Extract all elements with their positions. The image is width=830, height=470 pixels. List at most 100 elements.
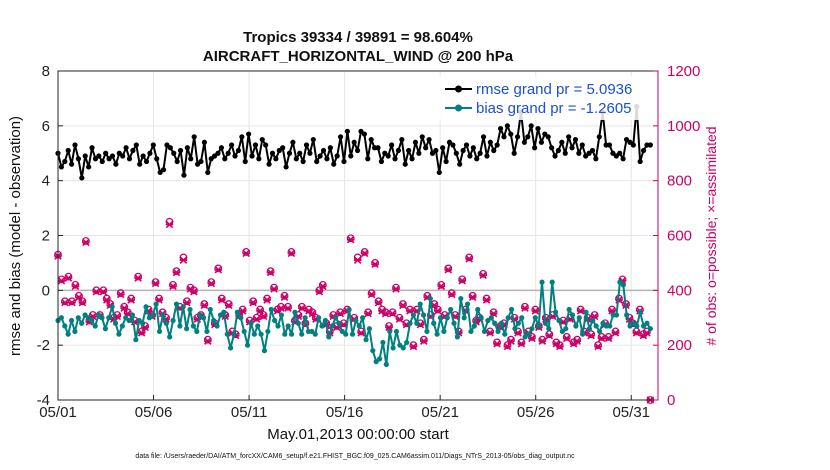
bias-series-point bbox=[434, 331, 440, 337]
rmse-series-point bbox=[123, 145, 129, 151]
obs-possible-marker bbox=[458, 275, 467, 284]
rmse-series-point bbox=[637, 158, 643, 165]
bias-series-point bbox=[475, 306, 481, 313]
bias-series-point bbox=[129, 312, 136, 318]
y-tick-label: 6 bbox=[42, 118, 50, 135]
obs-possible-marker bbox=[576, 305, 585, 314]
rmse-series-point bbox=[280, 145, 286, 151]
obs-assimilated-marker bbox=[284, 304, 292, 312]
obs-possible-marker bbox=[238, 305, 247, 314]
rmse-series-point bbox=[576, 150, 582, 156]
bias-series-point bbox=[288, 331, 295, 337]
x-tick-label: 05/01 bbox=[39, 404, 77, 421]
rmse-series-point bbox=[552, 153, 558, 159]
rmse-series-point bbox=[399, 136, 405, 143]
bias-series-point bbox=[119, 323, 125, 329]
bias-series-point bbox=[89, 317, 95, 324]
rmse-series-point bbox=[365, 156, 371, 162]
rmse-series-point bbox=[508, 131, 514, 137]
obs-assimilated-marker bbox=[64, 274, 73, 282]
bias-series-point bbox=[112, 320, 119, 326]
bias-series-point bbox=[448, 306, 454, 313]
obs-assimilated-marker bbox=[409, 342, 418, 351]
bias-series-point bbox=[546, 326, 552, 332]
bias-series-point bbox=[268, 306, 274, 313]
rmse-series-point bbox=[320, 147, 327, 154]
obs-assimilated-marker bbox=[116, 290, 125, 299]
obs-assimilated-marker bbox=[364, 309, 372, 318]
rmse-series-point bbox=[181, 172, 187, 178]
bias-series-point bbox=[272, 317, 278, 324]
bias-series-point bbox=[292, 309, 298, 315]
obs-possible-marker bbox=[437, 280, 446, 289]
bias-series-point bbox=[194, 328, 200, 335]
chart-subtitle: AIRCRAFT_HORIZONTAL_WIND @ 200 hPa bbox=[203, 48, 514, 65]
bias-series-point bbox=[173, 301, 180, 307]
rmse-series-point bbox=[198, 158, 204, 165]
y-right-tick-label: 800 bbox=[667, 173, 692, 190]
rmse-series-point bbox=[525, 134, 531, 140]
bias-series-point bbox=[346, 306, 352, 313]
bias-series-point bbox=[92, 323, 98, 329]
obs-possible-marker bbox=[426, 311, 435, 319]
rmse-series-point bbox=[229, 142, 235, 148]
bias-series-point bbox=[102, 326, 108, 332]
rmse-series-point bbox=[463, 142, 470, 148]
obs-possible-marker bbox=[611, 327, 620, 336]
obs-possible-marker bbox=[120, 302, 129, 311]
rmse-series-point bbox=[225, 150, 231, 156]
obs-possible-marker bbox=[367, 289, 376, 297]
bias-series-point bbox=[163, 320, 169, 326]
rmse-series-point bbox=[239, 134, 245, 140]
obs-possible-marker bbox=[242, 248, 251, 256]
obs-assimilated-marker bbox=[151, 279, 160, 288]
obs-assimilated-marker bbox=[57, 276, 66, 285]
obs-possible-marker bbox=[287, 248, 296, 256]
bias-series-point bbox=[529, 326, 535, 332]
rmse-series-point bbox=[109, 153, 116, 159]
bias-series-point bbox=[508, 306, 515, 313]
legend-bias-label: bias grand pr = -1.2605 bbox=[476, 100, 632, 117]
obs-assimilated-marker bbox=[594, 342, 602, 351]
rmse-series-point bbox=[160, 167, 167, 173]
bias-series-point bbox=[549, 279, 555, 285]
obs-possible-marker bbox=[151, 278, 160, 287]
obs-assimilated-marker bbox=[190, 287, 198, 296]
rmse-series-point bbox=[470, 145, 476, 151]
data-file-footnote: data file: /Users/raeder/DAI/ATM_forcXX/… bbox=[135, 453, 575, 460]
obs-assimilated-marker bbox=[252, 315, 261, 323]
obs-possible-marker bbox=[489, 308, 498, 317]
bias-series-point bbox=[150, 312, 156, 318]
bias-series-point bbox=[620, 282, 626, 288]
bias-series-point bbox=[458, 295, 464, 302]
bias-series-point bbox=[170, 317, 176, 324]
rmse-series-point bbox=[171, 150, 177, 156]
legend-box bbox=[438, 76, 654, 120]
rmse-series-point bbox=[514, 134, 521, 140]
rmse-series-point bbox=[412, 139, 419, 145]
obs-assimilated-marker bbox=[263, 296, 271, 304]
bias-series-point bbox=[349, 331, 356, 337]
bias-series-point bbox=[495, 328, 501, 335]
obs-possible-marker bbox=[364, 308, 373, 317]
rmse-series-point bbox=[310, 136, 316, 143]
bias-series-line bbox=[57, 281, 652, 366]
rmse-series-point bbox=[103, 150, 109, 156]
obs-possible-marker bbox=[200, 300, 209, 308]
rmse-series-point bbox=[177, 147, 184, 154]
obs-assimilated-marker bbox=[277, 304, 285, 312]
bias-series-point bbox=[79, 320, 85, 326]
obs-possible-marker bbox=[123, 308, 132, 317]
bias-series-point bbox=[326, 334, 332, 340]
obs-assimilated-marker bbox=[61, 298, 69, 307]
bias-series-point bbox=[72, 328, 78, 335]
obs-possible-marker bbox=[465, 253, 474, 262]
bias-series-point bbox=[471, 323, 477, 329]
y-axis-right-ticks: 0 200 400 600 800 1000 1200 bbox=[653, 63, 700, 409]
bias-series-point bbox=[613, 312, 620, 318]
obs-possible-marker bbox=[252, 313, 261, 322]
bias-series-point bbox=[343, 331, 349, 337]
obs-assimilated-marker bbox=[102, 296, 111, 304]
bias-series-point bbox=[637, 309, 643, 315]
bias-series-point bbox=[58, 315, 64, 321]
